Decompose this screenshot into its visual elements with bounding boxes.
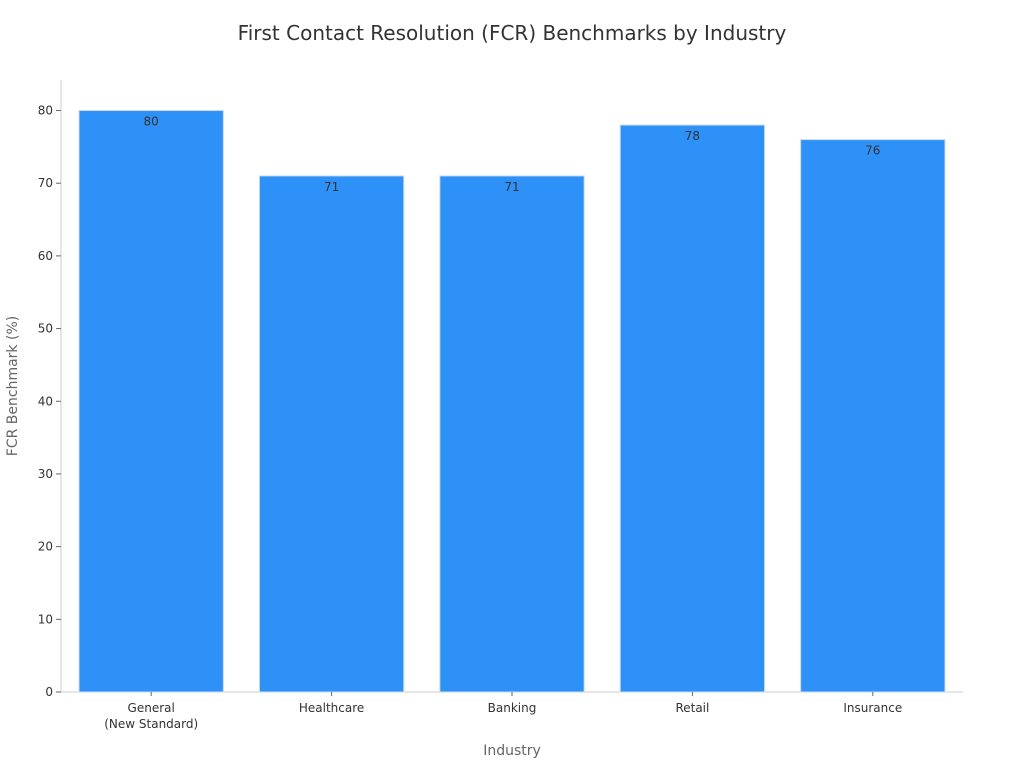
- x-tick-label: Healthcare: [299, 701, 364, 715]
- bar-value-label: 80: [144, 115, 159, 129]
- y-tick-label: 10: [38, 612, 53, 626]
- bar-value-label: 71: [504, 180, 519, 194]
- x-tick-label-line: Healthcare: [299, 701, 364, 715]
- y-tick-label: 70: [38, 176, 53, 190]
- y-tick-label: 20: [38, 540, 53, 554]
- bar: [439, 175, 585, 693]
- plot-area: 0 10 20 30 40 50 60 70 80 80 General (New Standard)…: [38, 80, 963, 731]
- x-tick-label-line: (New Standard): [104, 717, 198, 731]
- x-tick-label: Retail: [675, 701, 709, 715]
- bar: [619, 124, 766, 693]
- chart-title: First Contact Resolution (FCR) Benchmark…: [238, 21, 787, 45]
- x-tick-label-line: General: [128, 701, 175, 715]
- y-axis-label: FCR Benchmark (%): [5, 316, 21, 456]
- x-tick-label: Insurance: [843, 701, 902, 715]
- y-tick-label: 0: [45, 685, 53, 699]
- x-tick-label: Banking: [488, 701, 537, 715]
- bar: [78, 110, 224, 693]
- y-tick-label: 80: [38, 104, 53, 118]
- x-tick-label-line: Retail: [675, 701, 709, 715]
- bar-value-label: 76: [865, 144, 880, 158]
- y-tick-label: 40: [38, 394, 53, 408]
- bar-value-label: 78: [685, 129, 700, 143]
- y-tick-label: 60: [38, 249, 53, 263]
- x-tick-label-line: Banking: [488, 701, 537, 715]
- bar-value-label: 71: [324, 180, 339, 194]
- bar: [800, 139, 946, 693]
- x-tick-label: General (New Standard): [104, 701, 198, 731]
- y-tick-label: 30: [38, 467, 53, 481]
- x-axis-label: Industry: [483, 743, 541, 759]
- y-tick-label: 50: [38, 322, 53, 336]
- x-tick-label-line: Insurance: [843, 701, 902, 715]
- bar: [258, 175, 405, 693]
